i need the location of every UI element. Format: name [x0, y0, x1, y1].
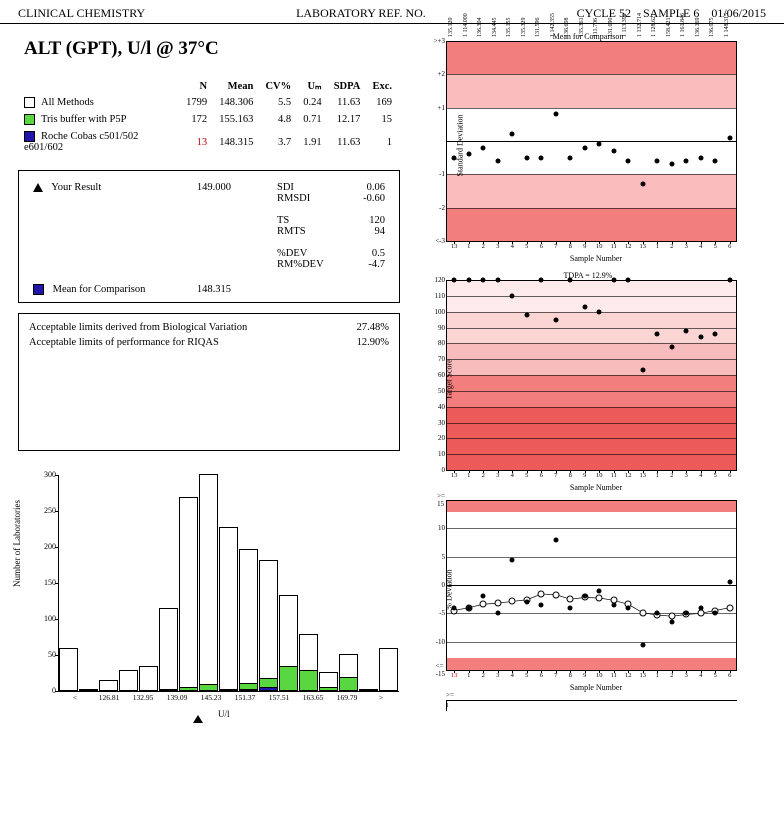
limits-riqas-label: Acceptable limits of performance for RIQ… [29, 337, 219, 348]
limits-riqas-value: 12.90% [357, 337, 389, 348]
ts-chart-title: TDPA = 12.9% [428, 271, 748, 280]
date-label: 01/06/2015 [711, 6, 766, 20]
right-column: Mean for Comparison >+3+2+1-1-2<-3Standa… [428, 32, 748, 727]
square-icon [33, 284, 44, 295]
ts-xlabel: Sample Number [446, 483, 746, 492]
col-exc: Exc. [366, 78, 398, 94]
sd-xlabel: Sample Number [446, 254, 746, 263]
mean-comparison-label: Mean for Comparison [53, 284, 146, 295]
col-n: N [180, 78, 213, 94]
col-mean: Mean [213, 78, 259, 94]
partial-next-chart: >= 1 [446, 700, 748, 711]
result-box: Your Result 149.000 SDIRMSDI TSRMTS %DEV… [18, 170, 400, 303]
limits-box: Acceptable limits derived from Biologica… [18, 313, 400, 451]
stats-row: Roche Cobas c501/502 e601/60213148.3153.… [18, 128, 398, 156]
col-um: Uₘ [297, 78, 327, 94]
your-result-value: 149.000 [167, 181, 235, 271]
stats-row: Tris buffer with P5P172155.1634.80.7112.… [18, 111, 398, 128]
col-sdpa: SDPA [328, 78, 367, 94]
sd-chart: >+3+2+1-1-2<-3Standard Deviation13123456… [446, 41, 746, 263]
mean-comparison-value: 148.315 [167, 283, 235, 296]
histogram-ylabel: Number of Laboratories [12, 500, 22, 587]
domain-label: CLINICAL CHEMISTRY [18, 6, 145, 21]
triangle-icon [193, 715, 203, 723]
dev-xlabel: Sample Number [446, 683, 746, 692]
histogram-xlabel: U/l [218, 709, 230, 719]
main-layout: ALT (GPT), U/l @ 37°C N Mean CV% Uₘ SDPA… [0, 24, 784, 727]
left-column: ALT (GPT), U/l @ 37°C N Mean CV% Uₘ SDPA… [18, 32, 408, 727]
ref-label: LABORATORY REF. NO. [296, 6, 426, 21]
stats-row: All Methods1799148.3065.50.2411.63169 [18, 94, 398, 111]
col-cv: CV% [259, 78, 297, 94]
stats-table: N Mean CV% Uₘ SDPA Exc. All Methods17991… [18, 78, 398, 156]
deviation-chart: >= 151050-5-10<= -15% Deviation131234567… [446, 500, 746, 692]
ts-chart: 0102030405060708090100110120Target Score… [446, 280, 746, 492]
histogram-chart: Number of Laboratories U/l 0501001502002… [18, 467, 408, 727]
stats-header-row: N Mean CV% Uₘ SDPA Exc. [18, 78, 398, 94]
limits-bv-value: 27.48% [357, 322, 389, 333]
your-result-label: Your Result [51, 182, 101, 193]
triangle-icon [33, 183, 43, 192]
analyte-title: ALT (GPT), U/l @ 37°C [24, 38, 408, 60]
limits-bv-label: Acceptable limits derived from Biologica… [29, 322, 247, 333]
